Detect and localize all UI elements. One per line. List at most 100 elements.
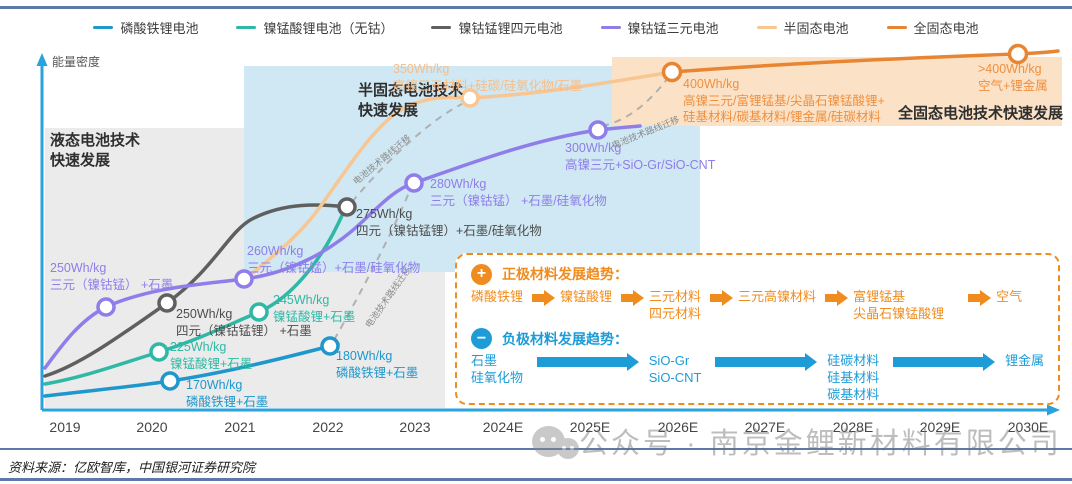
arrow-right-icon [968, 290, 992, 306]
legend-item-lfp: 磷酸铁锂电池 [93, 18, 198, 37]
migration-line-2 [351, 103, 463, 203]
annotation-180: 180Wh/kg 磷酸铁锂+石墨 [336, 349, 419, 380]
anode-step: 硅碳材料 硅基材料 碳基材料 [827, 352, 880, 402]
region-all-solid [612, 57, 1062, 126]
marker-300 [588, 120, 608, 140]
anode-trend-header: − 负极材料发展趋势： [471, 327, 1044, 351]
marker-400plus [1007, 43, 1029, 65]
curve-all-solid [670, 49, 1060, 74]
legend-swatch-icon [600, 26, 621, 29]
x-axis-arrow-icon [1047, 404, 1060, 416]
top-rule [0, 6, 1072, 9]
cathode-step: 空气 [996, 289, 1023, 304]
legend-label: 磷酸铁锂电池 [120, 21, 199, 36]
anode-step: 锂金属 [1005, 352, 1045, 368]
marker-250-quaternary [157, 293, 177, 313]
arrow-right-icon [825, 290, 849, 306]
annotation-250-quaternary: 250Wh/kg 四元（镍钴锰锂） +石墨 [176, 307, 312, 338]
x-tick-2025e: 2025E [569, 419, 611, 435]
arrow-right-icon [537, 352, 639, 371]
curve-quaternary [43, 203, 349, 378]
arrow-right-icon [893, 352, 995, 371]
anode-step: 石墨 硅氧化物 [471, 352, 524, 385]
annotation-245: 245Wh/kg 镍锰酸锂+石墨 [273, 293, 356, 324]
x-tick-2027e: 2027E [744, 419, 786, 435]
x-tick-2020: 2020 [136, 419, 168, 435]
region-label-all-solid: 全固态电池技术快速发展 [898, 105, 1064, 122]
legend-swatch-icon [886, 26, 907, 29]
cathode-trend-row: 磷酸铁锂 镍锰酸锂 三元材料 四元材料 三元高镍材料 富锂锰基 尖晶石镍锰酸锂 … [471, 289, 1044, 323]
arrow-right-icon [710, 290, 734, 306]
arrow-right-icon [621, 290, 645, 306]
legend-item-ncm: 镍钴锰三元电池 [600, 18, 719, 37]
material-trend-box: + 正极材料发展趋势： 磷酸铁锂 镍锰酸锂 三元材料 四元材料 三元高镍材料 富… [455, 253, 1060, 405]
minus-icon: − [471, 328, 492, 350]
legend-swatch-icon [93, 26, 114, 29]
annotation-225: 225Wh/kg 镍锰酸锂+石墨 [170, 340, 253, 371]
cathode-step: 三元材料 四元材料 [649, 289, 702, 321]
x-tick-2023: 2023 [399, 419, 431, 435]
cathode-trend-title: 正极材料发展趋势： [502, 266, 628, 282]
x-tick-2019: 2019 [49, 419, 81, 435]
arrow-right-icon [715, 352, 817, 371]
region-label-liquid: 液态电池技术 快速发展 [50, 132, 141, 170]
y-axis-label: 能量密度 [52, 55, 101, 69]
x-tick-2029e: 2029E [919, 419, 961, 435]
marker-275 [337, 197, 357, 217]
marker-260 [234, 269, 254, 289]
curve-lnmo [43, 209, 346, 386]
arrow-right-icon [532, 290, 556, 306]
annotation-400plus: >400Wh/kg 空气+锂金属 [978, 62, 1048, 93]
x-tick-2030e: 2030E [1007, 419, 1049, 435]
x-tick-2026e: 2026E [657, 419, 699, 435]
cathode-step: 镍锰酸锂 [560, 289, 613, 304]
region-label-semi-solid: 半固态电池技术 快速发展 [358, 82, 464, 120]
annotation-350: 350Wh/kg 高镍三元材料+硅碳/硅氧化物/石墨 [393, 62, 583, 93]
marker-180 [320, 336, 340, 356]
legend-label: 镍钴锰三元电池 [627, 21, 719, 36]
footer-rule [0, 448, 1072, 450]
legend-label: 镍锰酸锂电池（无钴） [263, 21, 394, 36]
anode-trend-title: 负极材料发展趋势： [502, 330, 628, 347]
legend-label: 半固态电池 [783, 21, 849, 36]
migration-line-1 [333, 189, 411, 341]
curve-semi-solid [240, 70, 674, 284]
cathode-trend-header: + 正极材料发展趋势： [471, 262, 1044, 286]
legend-swatch-icon [431, 26, 452, 29]
legend-item-all-solid: 全固态电池 [886, 18, 979, 37]
cathode-step: 磷酸铁锂 [471, 289, 524, 304]
legend-item-semi-solid: 半固态电池 [756, 18, 849, 37]
legend-label: 镍钴锰锂四元电池 [458, 21, 563, 36]
migration-line-3 [601, 77, 669, 127]
cathode-step: 富锂锰基 尖晶石镍锰酸锂 [853, 289, 945, 321]
annotation-300: 300Wh/kg 高镍三元+SiO-Gr/SiO-CNT [565, 141, 716, 172]
cathode-step: 三元高镍材料 [738, 289, 817, 304]
legend-item-quaternary: 镍钴锰锂四元电池 [431, 18, 563, 37]
annotation-275: 275Wh/kg 四元（镍钴锰锂）+石墨/硅氧化物 [356, 207, 542, 238]
legend-swatch-icon [756, 26, 777, 29]
annotation-170: 170Wh/kg 磷酸铁锂+石墨 [186, 378, 269, 409]
legend: 磷酸铁锂电池 镍锰酸锂电池（无钴） 镍钴锰锂四元电池 镍钴锰三元电池 半固态电池… [0, 18, 1072, 37]
marker-225 [149, 342, 169, 362]
annotation-260: 260Wh/kg 三元（镍钴锰）+石墨/硅氧化物 [247, 244, 421, 275]
marker-280 [404, 173, 424, 193]
source-note: 资料来源：亿欧智库，中国银河证券研究院 [8, 460, 256, 475]
marker-250-ncm [96, 297, 116, 317]
marker-400 [661, 61, 683, 83]
anode-step: SiO-Gr SiO-CNT [648, 352, 702, 385]
marker-350 [460, 88, 480, 108]
marker-170 [160, 371, 180, 391]
legend-swatch-icon [236, 26, 257, 29]
anode-trend-row: 石墨 硅氧化物 SiO-Gr SiO-CNT 硅碳材料 硅基材料 碳基材料 锂金… [471, 352, 1045, 404]
plus-icon: + [471, 263, 492, 285]
x-tick-2028e: 2028E [832, 419, 874, 435]
annotation-280: 280Wh/kg 三元（镍钴锰） +石墨/硅氧化物 [430, 177, 607, 208]
legend-label: 全固态电池 [913, 21, 979, 36]
legend-item-lnmo: 镍锰酸锂电池（无钴） [236, 18, 393, 37]
x-tick-2022: 2022 [312, 419, 344, 435]
y-axis-arrow-icon [36, 53, 48, 66]
x-tick-2024e: 2024E [482, 419, 524, 435]
annotation-250-ncm: 250Wh/kg 三元（镍钴锰） +石墨 [50, 261, 174, 292]
